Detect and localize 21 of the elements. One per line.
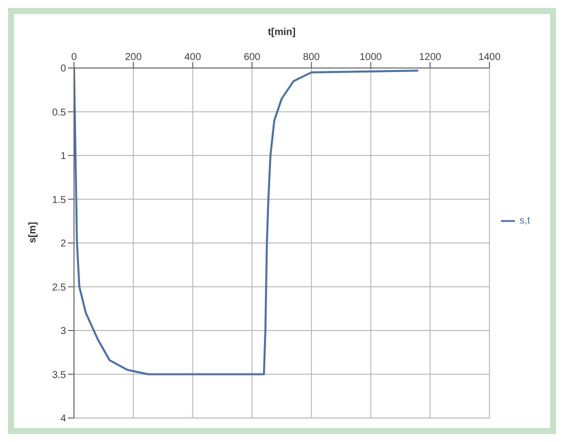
x-tick-label: 1200 [418,52,442,63]
x-tick-label: 1400 [478,52,501,63]
y-tick-label: 2 [60,238,66,250]
line-series [74,68,420,376]
x-tick-label: 200 [125,52,142,63]
y-tick-label: 0.5 [52,107,66,118]
y-tick-label: 4 [60,414,66,425]
y-tick-label: 1.5 [52,194,66,206]
x-axis-title: t[min] [268,27,296,38]
x-tick-label: 800 [303,52,320,63]
x-tick-label: 1000 [360,52,382,63]
y-tick-label: 0 [60,64,66,75]
x-tick-label: 600 [244,52,261,63]
y-tick-label: 2.5 [52,282,66,294]
y-tick-label: 1 [60,151,66,162]
x-tick-label: 400 [184,52,202,63]
y-tick-label: 3 [60,326,66,338]
x-tick-label: 0 [71,52,78,63]
legend-label: s,t [519,216,530,227]
y-tick-label: 3.5 [52,370,66,381]
y-axis-title: s[m] [28,222,39,243]
